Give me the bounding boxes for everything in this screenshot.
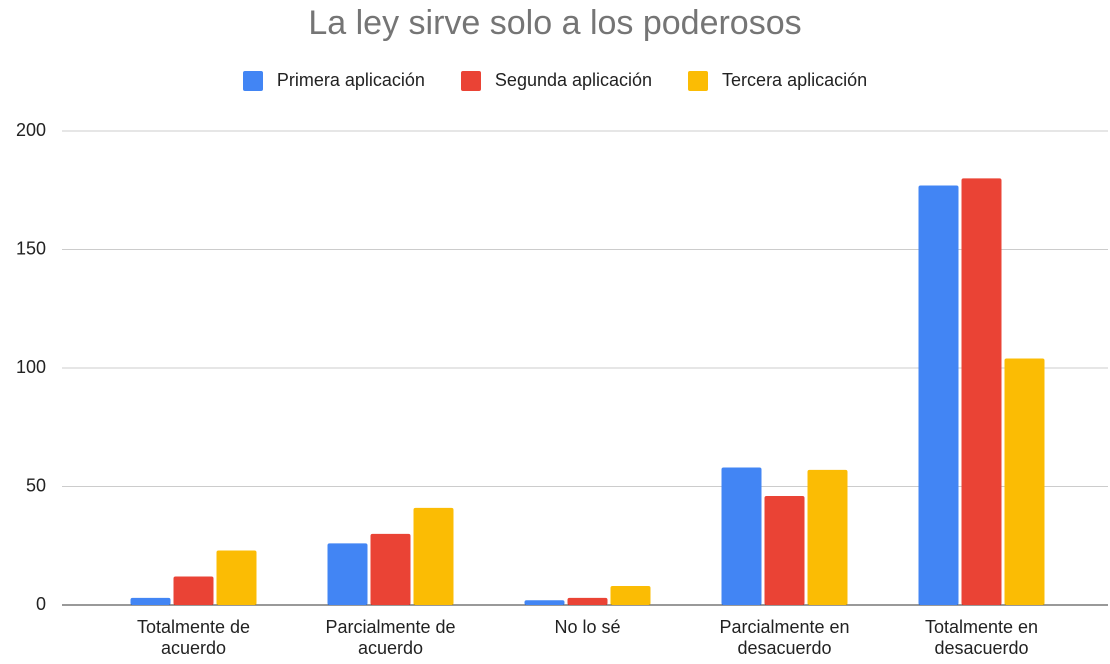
y-tick-label: 150 <box>16 238 46 258</box>
legend-label: Primera aplicación <box>276 70 425 90</box>
bar <box>413 507 454 605</box>
legend-label: Tercera aplicación <box>722 70 868 90</box>
bar <box>961 178 1002 605</box>
x-tick-label: Parcialmente en desacuerdo <box>719 617 850 658</box>
bar <box>918 185 959 605</box>
legend-label: Segunda aplicación <box>494 70 653 90</box>
bar <box>216 550 257 605</box>
y-tick-label: 100 <box>16 357 46 377</box>
x-tick-label: Totalmente de acuerdo <box>136 617 251 658</box>
bar <box>764 495 805 605</box>
bar <box>721 467 762 605</box>
bar <box>130 597 171 605</box>
chart-title: La ley sirve solo a los poderosos <box>308 4 802 42</box>
legend-swatch <box>242 70 263 91</box>
x-tick-label: No lo sé <box>554 617 621 637</box>
legend-item: Segunda aplicación <box>460 70 653 91</box>
bar <box>807 469 848 605</box>
bar <box>173 576 214 605</box>
bar <box>524 600 565 605</box>
y-tick-label: 0 <box>36 594 46 614</box>
legend-item: Primera aplicación <box>242 70 425 91</box>
x-tick-label: Totalmente en desacuerdo <box>924 617 1039 658</box>
bar <box>610 586 651 605</box>
bar <box>370 533 411 605</box>
legend-swatch <box>688 70 709 91</box>
y-tick-label: 200 <box>16 120 46 140</box>
x-tick-label: Parcialmente de acuerdo <box>325 617 456 658</box>
legend-swatch <box>460 70 481 91</box>
legend-item: Tercera aplicación <box>688 70 867 91</box>
legend: Primera aplicación Segunda aplicación Terc… <box>0 70 1110 91</box>
bar <box>327 543 368 605</box>
bar <box>567 597 608 605</box>
y-tick-label: 50 <box>26 475 46 495</box>
bar <box>1004 358 1045 605</box>
